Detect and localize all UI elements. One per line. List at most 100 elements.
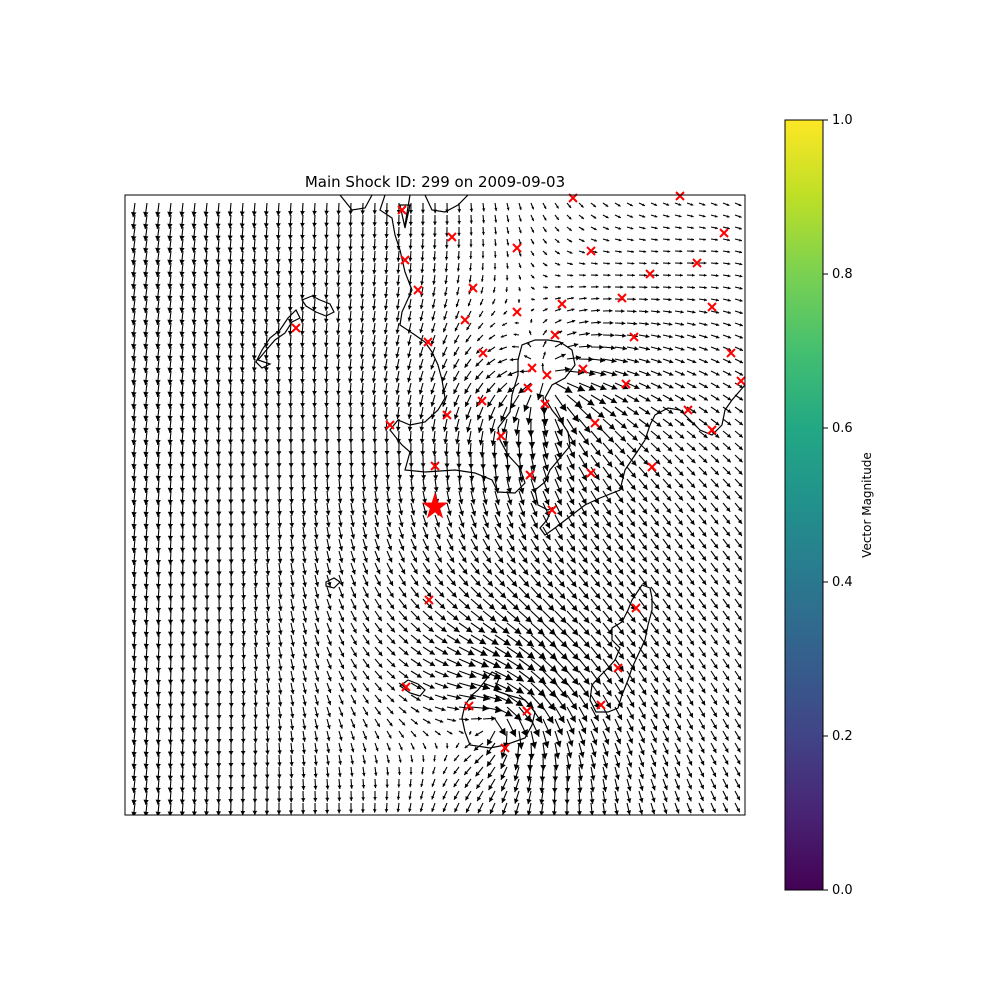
vector-arrowhead — [504, 709, 513, 717]
vector-arrowhead — [677, 568, 683, 574]
vector-arrowhead — [589, 369, 596, 377]
vector-arrowhead — [569, 251, 573, 254]
vector-arrowhead — [420, 233, 425, 238]
vector-arrowhead — [727, 286, 731, 290]
vector-arrowhead — [277, 594, 283, 600]
vector-arrowhead — [155, 247, 161, 253]
vector-arrowhead — [167, 415, 173, 421]
vector-arrowhead — [545, 297, 548, 300]
vector-arrowhead — [713, 628, 718, 633]
vector-arrowhead — [556, 487, 562, 494]
vector-arrowhead — [216, 571, 222, 576]
vector-arrowhead — [215, 223, 221, 229]
vector-arrowhead — [167, 583, 174, 589]
vector-arrowhead — [131, 631, 137, 637]
vector-arrowhead — [398, 510, 404, 516]
vector-arrowhead — [131, 307, 137, 314]
vector-arrowhead — [703, 249, 707, 253]
vector-arrowhead — [240, 774, 246, 780]
vector-arrowhead — [155, 559, 162, 565]
vector-arrowhead — [312, 354, 317, 360]
vector-arrowhead — [444, 292, 448, 296]
vector-arrowhead — [713, 640, 718, 645]
vector-arrowhead — [508, 522, 514, 529]
vector-arrowhead — [491, 716, 496, 721]
vector-arrowhead — [372, 246, 377, 251]
vector-arrowhead — [617, 521, 624, 527]
vector-arrowhead — [727, 250, 731, 254]
vector-arrowhead — [594, 449, 601, 456]
vector-arrowhead — [457, 220, 461, 225]
vector-arrowhead — [300, 403, 306, 408]
vector-arrowhead — [143, 499, 149, 505]
vector-arrowhead — [363, 557, 368, 563]
vector-arrowhead — [324, 414, 330, 420]
vector-arrowhead — [655, 238, 658, 242]
vector-arrowhead — [301, 749, 306, 754]
vector-arrowhead — [479, 314, 482, 318]
vector-arrowhead — [360, 234, 365, 239]
vector-arrowhead — [314, 737, 319, 742]
vector-arrowhead — [364, 593, 369, 598]
vector-arrowhead — [300, 415, 306, 420]
vector-arrowhead — [371, 366, 377, 371]
vector-arrowhead — [263, 319, 269, 324]
vector-arrowhead — [559, 702, 567, 711]
vector-arrowhead — [227, 223, 233, 229]
vector-arrowhead — [428, 708, 433, 712]
vector-arrowhead — [325, 522, 331, 528]
vector-arrowhead — [621, 410, 628, 416]
vector-arrowhead — [360, 294, 365, 299]
vector-arrowhead — [287, 282, 293, 288]
vector-arrowhead — [216, 643, 222, 648]
vector-arrowhead — [364, 723, 368, 728]
vector-arrowhead — [531, 218, 534, 222]
vector-arrowhead — [241, 618, 247, 624]
vector-arrowhead — [265, 546, 271, 552]
vector-arrowhead — [433, 221, 437, 226]
vector-arrowhead — [215, 343, 221, 349]
vector-arrowhead — [531, 229, 534, 233]
vector-arrowhead — [143, 559, 149, 565]
vector-arrowhead — [530, 741, 538, 749]
vector-arrowhead — [467, 303, 471, 307]
vector-arrowhead — [241, 583, 246, 588]
vector-arrowhead — [359, 378, 365, 383]
vector-arrowhead — [446, 498, 452, 504]
vector-arrowhead — [290, 594, 295, 599]
vector-arrowhead — [645, 334, 650, 339]
vector-arrowhead — [131, 751, 137, 757]
vector-arrowhead — [600, 370, 607, 377]
vector-arrowhead — [253, 714, 258, 719]
vector-arrowhead — [264, 511, 270, 516]
vector-arrowhead — [348, 282, 353, 287]
vector-arrowhead — [228, 583, 234, 588]
vector-arrowhead — [564, 385, 573, 393]
vector-arrowhead — [131, 703, 137, 709]
vector-arrowhead — [388, 580, 394, 586]
vector-arrowhead — [606, 485, 612, 492]
vector-arrowhead — [459, 510, 464, 516]
vector-arrowhead — [143, 703, 149, 709]
vector-arrowhead — [656, 309, 661, 314]
vector-arrowhead — [465, 626, 473, 633]
vector-arrowhead — [289, 546, 295, 552]
vector-arrowhead — [703, 261, 707, 265]
vector-arrowhead — [348, 462, 354, 468]
vector-arrowhead — [631, 250, 635, 253]
vector-arrowhead — [203, 403, 209, 409]
vector-arrowhead — [440, 615, 446, 621]
vector-arrowhead — [700, 736, 705, 742]
vector-arrowhead — [531, 499, 538, 506]
vector-arrowhead — [469, 267, 473, 271]
vector-arrowhead — [481, 487, 488, 493]
vector-arrowhead — [583, 677, 590, 685]
vector-arrowhead — [265, 642, 271, 647]
vector-arrowhead — [570, 581, 577, 588]
vector-arrowhead — [301, 534, 307, 540]
vector-arrowhead — [737, 567, 742, 573]
vector-arrowhead — [676, 725, 681, 730]
vector-arrowhead — [617, 203, 621, 207]
vector-arrowhead — [491, 452, 498, 459]
vector-arrowhead — [339, 700, 344, 705]
